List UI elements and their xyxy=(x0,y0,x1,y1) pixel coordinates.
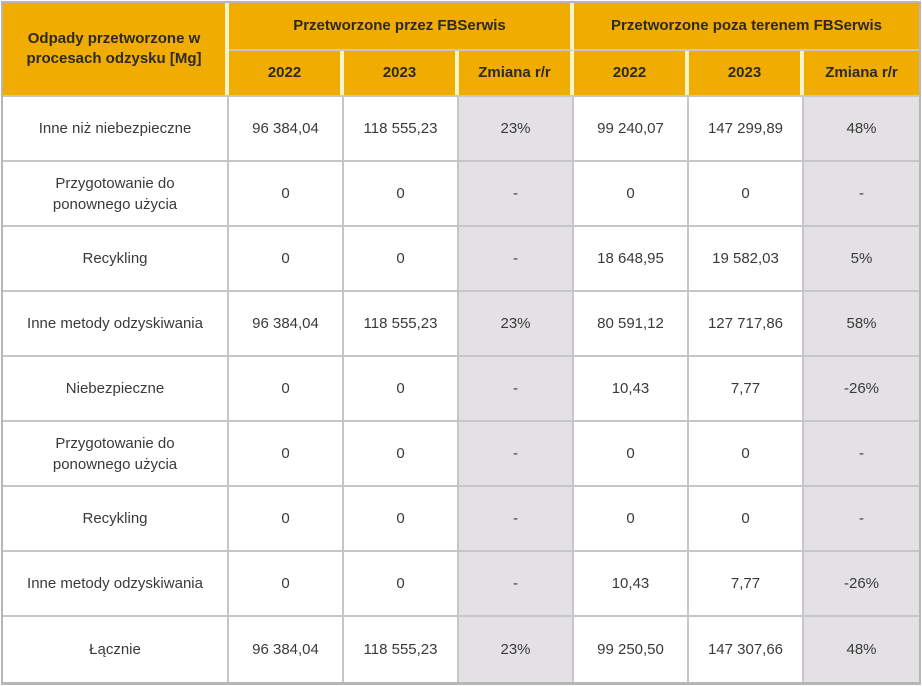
table-row: Inne metody odzyskiwania 96 384,04 118 555… xyxy=(3,292,919,357)
value-cell: 0 xyxy=(229,422,344,485)
row-label: Recykling xyxy=(3,487,229,550)
table-row: Recykling 0 0-0 0- xyxy=(3,487,919,552)
change-value-cell: 48% xyxy=(804,97,919,160)
value-cell: 0 xyxy=(344,552,459,615)
value-cell: 0 xyxy=(229,227,344,290)
change-value-cell: - xyxy=(804,422,919,485)
value-cell: 0 xyxy=(344,227,459,290)
value-cell: 0 xyxy=(229,162,344,225)
value-cell: 96 384,04 xyxy=(229,617,344,682)
value-cell: 118 555,23 xyxy=(344,97,459,160)
row-label: Przygotowanie do ponownego użycia xyxy=(3,162,229,225)
value-cell: 99 250,50 xyxy=(574,617,689,682)
row-label: Inne niż niebezpieczne xyxy=(3,97,229,160)
row-label: Niebezpieczne xyxy=(3,357,229,420)
change-value-cell: -26% xyxy=(804,357,919,420)
value-cell: 0 xyxy=(229,552,344,615)
row-label: Recykling xyxy=(3,227,229,290)
value-cell: 7,77 xyxy=(689,552,804,615)
col-header-2022-outside: 2022 xyxy=(574,51,689,95)
table-row: Inne niż niebezpieczne 96 384,04 118 555,2… xyxy=(3,97,919,162)
row-label: Przygotowanie do ponownego użycia xyxy=(3,422,229,485)
corner-header: Odpady przetworzone w procesach odzysku … xyxy=(3,3,229,95)
value-cell: 7,77 xyxy=(689,357,804,420)
table-header: Odpady przetworzone w procesach odzysku … xyxy=(3,3,919,97)
value-cell: 0 xyxy=(689,422,804,485)
table-row: Inne metody odzyskiwania 0 0-10,43 7,77 -26% xyxy=(3,552,919,617)
col-header-2023-fbserwis: 2023 xyxy=(344,51,459,95)
value-cell: 0 xyxy=(229,357,344,420)
table-row: Łącznie 96 384,04 118 555,23 23% 99 250,50 14… xyxy=(3,617,919,682)
value-cell: 0 xyxy=(344,357,459,420)
change-value-cell: 5% xyxy=(804,227,919,290)
value-cell: 18 648,95 xyxy=(574,227,689,290)
change-value-cell: 58% xyxy=(804,292,919,355)
value-cell: 10,43 xyxy=(574,357,689,420)
table-row: Niebezpieczne 0 0-10,43 7,77 -26% xyxy=(3,357,919,422)
value-cell: 80 591,12 xyxy=(574,292,689,355)
value-cell: 0 xyxy=(574,162,689,225)
value-cell: 118 555,23 xyxy=(344,617,459,682)
value-cell: 0 xyxy=(344,487,459,550)
change-value-cell: - xyxy=(804,162,919,225)
change-value-cell: - xyxy=(804,487,919,550)
value-cell: 96 384,04 xyxy=(229,292,344,355)
value-cell: 19 582,03 xyxy=(689,227,804,290)
value-cell: 0 xyxy=(574,422,689,485)
change-value-cell: 23% xyxy=(459,97,574,160)
value-cell: 0 xyxy=(344,162,459,225)
value-cell: 147 299,89 xyxy=(689,97,804,160)
row-label: Inne metody odzyskiwania xyxy=(3,552,229,615)
value-cell: 0 xyxy=(574,487,689,550)
table-row: Recykling 0 0-18 648,95 19 582,03 5% xyxy=(3,227,919,292)
col-header-change-outside: Zmiana r/r xyxy=(825,63,898,81)
table-row: Przygotowanie do ponownego użycia 0 0-0 0- xyxy=(3,422,919,487)
change-value-cell: - xyxy=(459,357,574,420)
row-label: Inne metody odzyskiwania xyxy=(3,292,229,355)
value-cell: 96 384,04 xyxy=(229,97,344,160)
value-cell: 99 240,07 xyxy=(574,97,689,160)
value-cell: 10,43 xyxy=(574,552,689,615)
value-cell: 0 xyxy=(689,487,804,550)
change-value-cell: - xyxy=(459,487,574,550)
change-value-cell: - xyxy=(459,227,574,290)
change-value-cell: - xyxy=(459,162,574,225)
row-label: Łącznie xyxy=(3,617,229,682)
col-header-2022-fbserwis: 2022 xyxy=(229,51,344,95)
col-header-change-fbserwis: Zmiana r/r xyxy=(459,51,574,95)
value-cell: 147 307,66 xyxy=(689,617,804,682)
change-value-cell: 48% xyxy=(804,617,919,682)
value-cell: 118 555,23 xyxy=(344,292,459,355)
col-header-2023-outside: 2023 xyxy=(689,51,804,95)
value-cell: 127 717,86 xyxy=(689,292,804,355)
change-value-cell: -26% xyxy=(804,552,919,615)
change-value-cell: 23% xyxy=(459,617,574,682)
change-value-cell: - xyxy=(459,422,574,485)
value-cell: 0 xyxy=(229,487,344,550)
value-cell: 0 xyxy=(344,422,459,485)
value-cell: 0 xyxy=(689,162,804,225)
table-row: Przygotowanie do ponownego użycia 0 0-0 0- xyxy=(3,162,919,227)
group-header-processed-by-fbserwis: Przetworzone przez FBSerwis xyxy=(229,3,574,51)
change-value-cell: - xyxy=(459,552,574,615)
change-value-cell: 23% xyxy=(459,292,574,355)
table-body: Inne niż niebezpieczne 96 384,04 118 555,2… xyxy=(3,97,919,682)
group-header-processed-outside-fbserwis: Przetworzone poza terenem FBSerwis xyxy=(574,3,919,51)
